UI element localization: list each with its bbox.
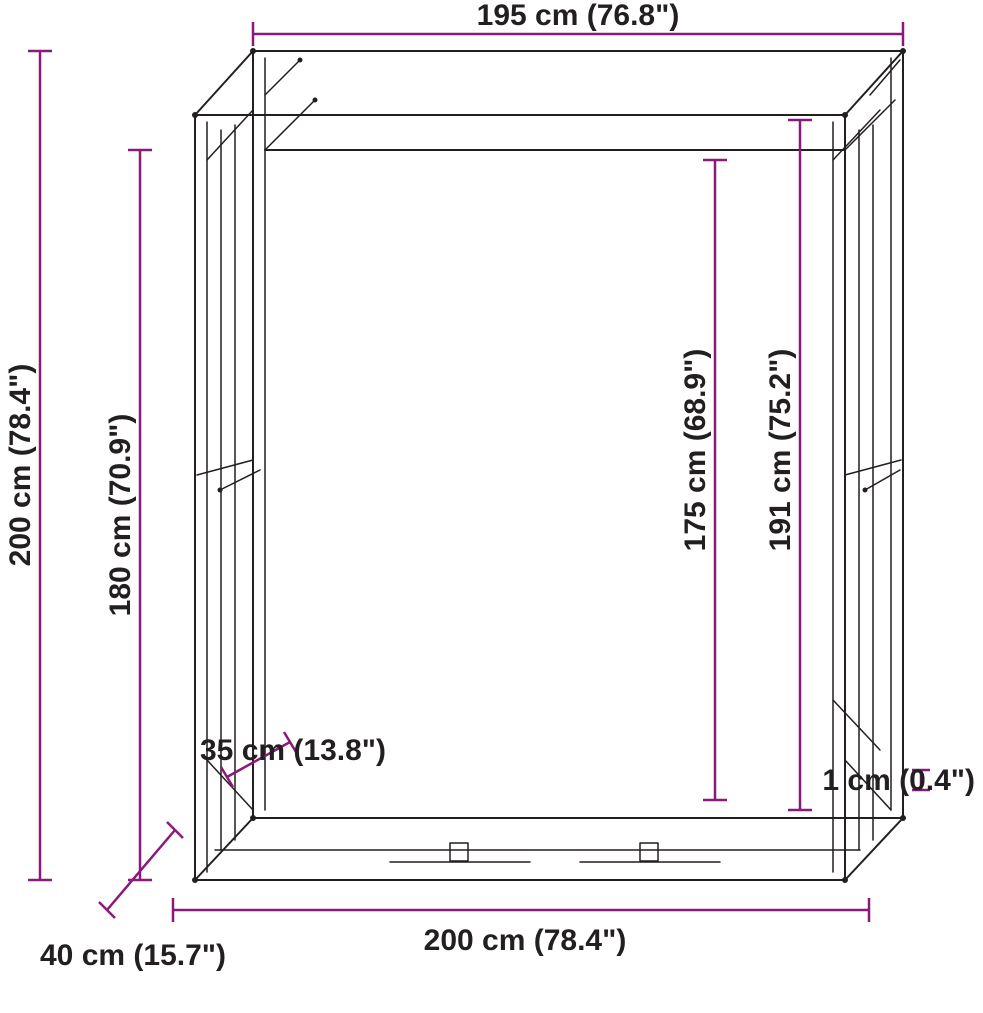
label-bottom-width: 200 cm (78.4")	[424, 924, 627, 957]
dimension-diagram: 195 cm (76.8") 200 cm (78.4") 180 cm (70…	[0, 0, 983, 1013]
label-inner-175: 175 cm (68.9")	[679, 349, 712, 552]
label-left-inner: 180 cm (70.9")	[104, 414, 137, 617]
label-floor-clear: 1 cm (0.4")	[822, 764, 975, 797]
label-top-width: 195 cm (76.8")	[477, 0, 680, 32]
label-inner-191: 191 cm (75.2")	[764, 349, 797, 552]
dimension-labels: 195 cm (76.8") 200 cm (78.4") 180 cm (70…	[4, 0, 975, 972]
label-depth-35: 35 cm (13.8")	[200, 734, 386, 767]
label-left-outer: 200 cm (78.4")	[4, 364, 37, 567]
label-depth-40: 40 cm (15.7")	[40, 939, 226, 972]
